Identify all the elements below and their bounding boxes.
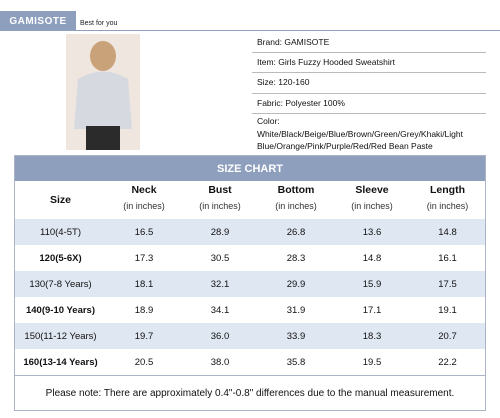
separator [252,72,486,73]
table-title: SIZE CHART [15,156,485,181]
tagline: Best for you [80,20,118,27]
measurement: 30.5 [210,252,230,264]
measurement: 18.3 [362,330,382,342]
product-photo [66,34,140,150]
column-header: Length [430,184,465,196]
measurement: 19.7 [134,330,154,342]
info-color: White/Black/Beige/Blue/Brown/Green/Grey/… [257,129,463,139]
measurement: 14.8 [362,252,382,264]
measurement: 16.5 [134,226,154,238]
measurement: 22.2 [438,356,457,368]
info-size: Size: 120-160 [257,77,310,87]
measurement: 13.6 [362,226,382,238]
measurement: 36.0 [210,330,230,342]
measurement: 31.9 [286,304,306,316]
measurement: 33.9 [286,330,306,342]
info-item: Item: Girls Fuzzy Hooded Sweatshirt [257,57,395,67]
separator [252,52,486,53]
measurement: 28.3 [286,252,306,264]
size-label: 120(5-6X) [39,252,82,264]
size-label: 140(9-10 Years) [25,304,96,316]
measurement: 32.1 [210,278,230,290]
column-unit: (in inches) [199,201,241,211]
column-header: Size [49,194,71,206]
size-label: 150(11-12 Years) [24,330,97,342]
measurement: 17.3 [134,252,154,264]
column-header: Bottom [277,184,315,196]
size-label: 130(7-8 Years) [29,278,92,290]
measurement: 38.0 [210,356,230,368]
info-brand: Brand: GAMISOTE [257,37,330,47]
separator [252,93,486,94]
column-unit: (in inches) [123,201,165,211]
column-unit: (in inches) [351,201,393,211]
top-rule [76,30,500,31]
measurement: 34.1 [210,304,230,316]
table-row [15,245,485,271]
measurement: 18.9 [134,304,154,316]
measurement: 29.9 [286,278,306,290]
table-row [15,271,485,297]
measurement: 28.9 [210,226,230,238]
table-note: Please note: There are approximately 0.4… [15,375,485,410]
measurement: 17.5 [438,278,457,290]
size-table: SIZE CHART Size Neck (in inches) Bust (in in… [14,155,486,411]
column-header: Sleeve [355,184,389,196]
column-unit: (in inches) [275,201,317,211]
measurement: 35.8 [286,356,306,368]
measurement: 20.5 [134,356,154,368]
size-label: 160(13-14 Years) [23,356,98,368]
measurement: 18.1 [134,278,154,290]
table-row [15,219,485,245]
measurement: 19.5 [362,356,382,368]
measurement: 17.1 [362,304,382,316]
column-header: Bust [208,184,232,196]
measurement: 14.8 [438,226,457,238]
measurement: 19.1 [438,304,457,316]
table-row [15,349,485,375]
measurement: 26.8 [286,226,306,238]
brand-badge: GAMISOTE [0,11,76,31]
separator [252,113,486,114]
info-fabric: Fabric: Polyester 100% [257,98,345,108]
column-header: Neck [131,184,157,196]
table-row [15,297,485,323]
measurement: 16.1 [438,252,457,264]
table-row [15,323,485,349]
info-color-label: Color: [257,116,280,126]
size-label: 110(4-5T) [39,226,81,238]
info-color: Blue/Orange/Pink/Purple/Red/Red Bean Pas… [257,141,433,151]
measurement: 15.9 [362,278,382,290]
column-unit: (in inches) [426,201,469,211]
measurement: 20.7 [438,330,457,342]
